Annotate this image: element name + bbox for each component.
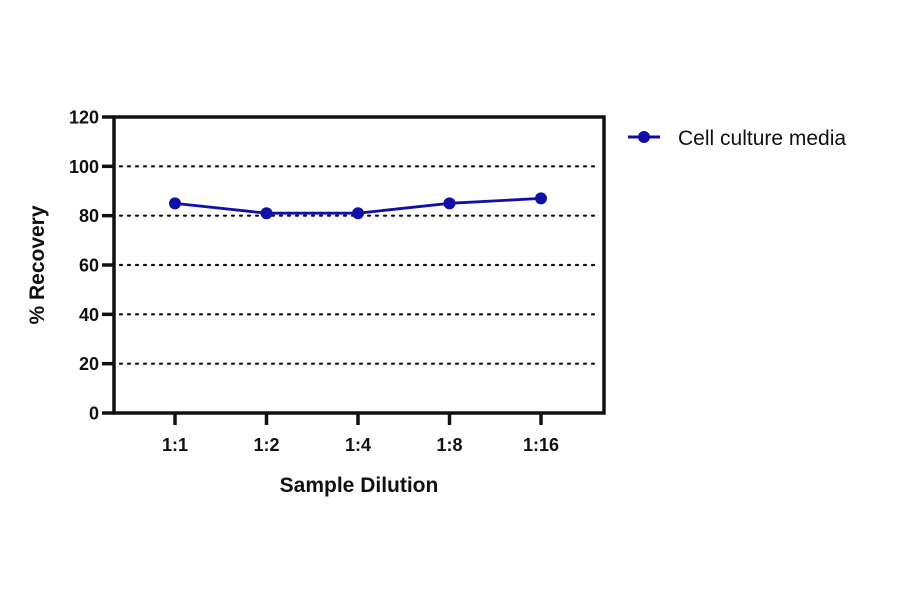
x-axis-ticks: 1:1 1:2 1:4 1:8 1:16 — [162, 413, 559, 455]
y-tick-label: 60 — [79, 256, 99, 276]
y-tick-label: 80 — [79, 206, 99, 226]
y-tick-label: 0 — [89, 404, 99, 424]
legend-marker-icon — [638, 131, 650, 143]
data-point-marker — [260, 207, 273, 220]
y-axis-ticks: 0 20 40 60 80 100 120 — [69, 108, 114, 424]
x-tick-label: 1:1 — [162, 435, 188, 455]
legend-label: Cell culture media — [678, 127, 846, 150]
y-tick-label: 40 — [79, 305, 99, 325]
x-tick-label: 1:4 — [345, 435, 371, 455]
y-tick-label: 120 — [69, 108, 99, 128]
legend: Cell culture media — [628, 127, 846, 150]
x-axis-title: Sample Dilution — [280, 474, 439, 497]
y-axis-title: % Recovery — [26, 205, 49, 324]
gridlines — [118, 165, 602, 365]
x-tick-label: 1:16 — [523, 435, 559, 455]
data-point-marker — [535, 192, 547, 205]
data-point-marker — [352, 207, 364, 220]
y-tick-label: 100 — [69, 157, 99, 177]
y-tick-label: 20 — [79, 354, 99, 374]
x-tick-label: 1:8 — [436, 435, 462, 455]
data-series — [169, 192, 547, 220]
data-point-marker — [443, 197, 456, 210]
data-point-marker — [169, 197, 181, 210]
x-tick-label: 1:2 — [253, 435, 279, 455]
